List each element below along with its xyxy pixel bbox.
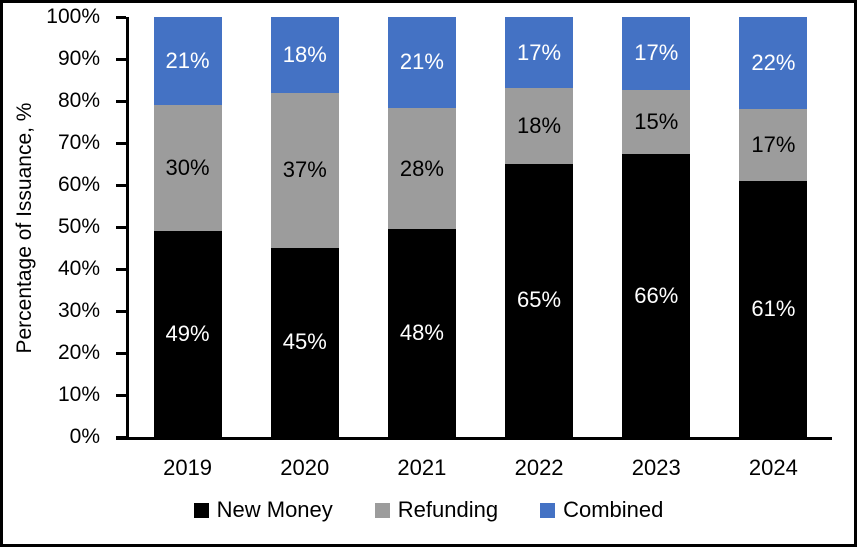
legend-swatch-new-money [193,502,209,518]
segment-refunding: 28% [387,107,456,230]
y-tick-mark [116,184,126,187]
segment-label: 18% [517,113,562,139]
y-tick-mark [116,310,126,313]
y-tick-label: 40% [57,257,100,280]
y-tick-label: 20% [57,341,100,364]
legend: New Money Refunding Combined [3,497,854,523]
bar-2023: 17% 15% 66% [622,17,691,437]
y-tick-mark [116,58,126,61]
segment-refunding: 30% [153,105,222,232]
x-axis-label-2023: 2023 [631,455,681,480]
segment-label: 17% [517,39,562,65]
segment-combined: 21% [387,17,456,108]
segment-new-money: 65% [505,163,574,437]
y-tick-mark [116,100,126,103]
segment-refunding: 17% [739,109,808,181]
segment-combined: 22% [739,17,808,110]
segment-refunding: 15% [622,89,691,155]
segment-label: 15% [634,108,679,134]
segment-new-money: 66% [622,154,691,437]
legend-label: Combined [563,497,664,522]
bar-2022: 17% 18% 65% [505,17,574,437]
segment-combined: 21% [153,17,222,106]
x-axis-label-2024: 2024 [748,455,798,480]
bar-2024: 22% 17% 61% [739,17,808,437]
legend-label: Refunding [397,497,499,522]
segment-combined: 18% [270,17,339,93]
y-tick-mark [116,394,126,397]
y-tick-label: 50% [57,215,100,238]
segment-combined: 17% [505,17,574,89]
x-axis-label-2022: 2022 [514,455,564,480]
y-tick-mark [116,268,126,271]
segment-label: 22% [751,50,796,76]
segment-label: 61% [751,295,796,321]
segment-new-money: 61% [739,180,808,437]
legend-swatch-combined [540,502,556,518]
segment-label: 17% [751,132,796,158]
y-tick-label: 100% [46,5,100,28]
legend-item-refunding: Refunding [374,497,499,523]
legend-label: New Money [216,497,333,522]
x-axis-label-2021: 2021 [397,455,447,480]
y-tick-label: 70% [57,131,100,154]
x-axis-label-2019: 2019 [163,455,213,480]
y-tick-mark [116,142,126,145]
bar-2021: 21% 28% 48% [387,17,456,437]
segment-refunding: 18% [505,88,574,164]
segment-refunding: 37% [270,92,339,248]
x-axis-label-2020: 2020 [280,455,330,480]
segment-label: 30% [165,155,210,181]
y-axis-line [126,17,129,440]
y-tick-label: 0% [69,425,100,448]
y-tick-label: 80% [57,89,100,112]
segment-new-money: 48% [387,229,456,437]
x-axis-line [116,437,832,440]
y-tick-label: 30% [57,299,100,322]
segment-new-money: 45% [270,247,339,437]
segment-label: 21% [399,49,444,75]
y-tick-label: 90% [57,47,100,70]
segment-new-money: 49% [153,231,222,437]
segment-combined: 17% [622,17,691,90]
y-axis-title: Percentage of Issuance, % [13,102,36,354]
segment-label: 28% [399,155,444,181]
segment-label: 21% [165,48,210,74]
legend-swatch-refunding [374,502,390,518]
segment-label: 45% [282,329,327,355]
segment-label: 18% [282,41,327,67]
segment-label: 48% [399,320,444,346]
y-tick-mark [116,352,126,355]
y-tick-mark [116,436,126,439]
legend-item-new-money: New Money [193,497,333,523]
segment-label: 65% [517,287,562,313]
legend-item-combined: Combined [540,497,663,523]
bar-2019: 21% 30% 49% [153,17,222,437]
segment-label: 37% [282,157,327,183]
segment-label: 49% [165,321,210,347]
y-tick-label: 10% [57,383,100,406]
y-tick-mark [116,16,126,19]
segment-label: 66% [634,282,679,308]
y-tick-mark [116,226,126,229]
y-tick-label: 60% [57,173,100,196]
bar-2020: 18% 37% 45% [270,17,339,437]
segment-label: 17% [634,40,679,66]
